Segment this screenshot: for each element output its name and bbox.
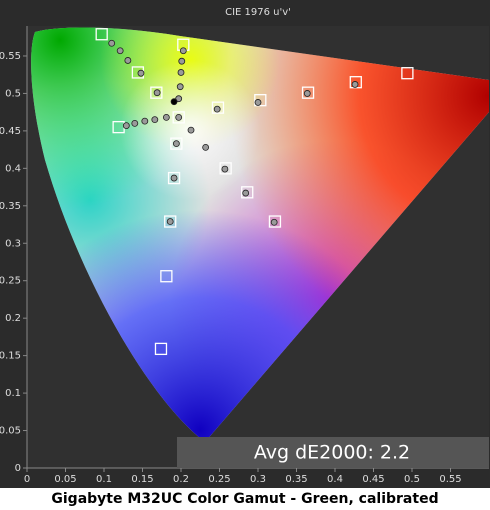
y-tick-label: 0.35 bbox=[0, 201, 21, 212]
target-marker bbox=[150, 86, 163, 99]
measured-point bbox=[175, 113, 183, 121]
x-tick-label: 0.45 bbox=[362, 474, 384, 485]
measured-point bbox=[176, 83, 184, 91]
target-marker bbox=[164, 215, 177, 228]
measured-point bbox=[162, 113, 170, 121]
measured-point bbox=[108, 39, 116, 47]
annotation: Avg dE2000: 2.2 bbox=[254, 442, 410, 464]
y-tick-label: 0.25 bbox=[0, 276, 21, 287]
measured-point bbox=[172, 140, 180, 148]
measured-point bbox=[170, 174, 178, 182]
measured-point bbox=[177, 69, 185, 76]
x-tick-label: 0.2 bbox=[173, 474, 189, 485]
target-marker bbox=[172, 111, 185, 124]
x-tick-label: 0.35 bbox=[285, 474, 307, 485]
target-marker bbox=[154, 342, 168, 356]
measured-point bbox=[303, 90, 311, 97]
x-tick-label: 0.3 bbox=[250, 474, 266, 485]
target-marker bbox=[254, 94, 267, 107]
y-tick-label: 0.4 bbox=[5, 163, 21, 174]
measured-point bbox=[137, 69, 145, 77]
measured-point bbox=[351, 81, 359, 88]
y-tick-label: 0.55 bbox=[0, 51, 21, 62]
measured-point bbox=[166, 218, 174, 225]
y-tick-label: 0.5 bbox=[5, 88, 21, 99]
measured-point bbox=[131, 119, 139, 127]
target-marker bbox=[160, 270, 173, 283]
measured-point bbox=[213, 105, 221, 113]
measured-point bbox=[124, 57, 132, 64]
x-tick-label: 0.15 bbox=[131, 474, 153, 485]
measured-point bbox=[221, 165, 229, 173]
target-marker bbox=[211, 101, 225, 114]
measured-point bbox=[254, 99, 262, 106]
target-marker bbox=[301, 86, 315, 99]
measured-point bbox=[179, 47, 187, 55]
target-marker bbox=[241, 186, 254, 199]
x-tick-label: 0.4 bbox=[327, 474, 343, 485]
measured-point bbox=[141, 117, 149, 125]
measured-point bbox=[202, 143, 210, 151]
measured-point bbox=[242, 189, 250, 197]
x-tick-label: 0.25 bbox=[208, 474, 230, 485]
target-marker bbox=[401, 67, 414, 80]
target-marker bbox=[167, 171, 181, 185]
target-marker bbox=[268, 215, 282, 228]
x-tick-label: 0 bbox=[24, 474, 30, 485]
measured-point bbox=[175, 95, 183, 103]
y-tick-label: 0.15 bbox=[0, 351, 21, 362]
y-tick-label: 0.3 bbox=[5, 238, 21, 249]
y-tick-label: 0.45 bbox=[0, 126, 21, 137]
caption: Gigabyte M32UC Color Gamut - Green, cali… bbox=[51, 491, 438, 507]
measured-point bbox=[187, 126, 195, 134]
measured-point bbox=[153, 89, 161, 97]
target-marker bbox=[95, 28, 108, 41]
y-tick-label: 0.1 bbox=[5, 388, 21, 399]
annotation-box bbox=[177, 437, 489, 468]
x-tick-label: 0.55 bbox=[439, 474, 461, 485]
measured-point bbox=[170, 98, 178, 106]
x-tick-label: 0.1 bbox=[96, 474, 112, 485]
chart-title: CIE 1976 u'v' bbox=[225, 7, 291, 18]
y-tick-label: 0.05 bbox=[0, 426, 21, 437]
measured-point bbox=[270, 218, 278, 226]
measured-point bbox=[178, 57, 186, 65]
measured-point bbox=[116, 47, 124, 55]
x-tick-label: 0.5 bbox=[404, 474, 420, 485]
caption-strip bbox=[0, 488, 490, 510]
y-tick-label: 0 bbox=[15, 463, 21, 474]
measured-point bbox=[151, 116, 159, 124]
target-marker bbox=[170, 137, 183, 150]
measured-point bbox=[122, 122, 130, 130]
x-tick-label: 0.05 bbox=[54, 474, 76, 485]
y-tick-label: 0.2 bbox=[5, 313, 21, 324]
target-marker bbox=[219, 162, 232, 175]
